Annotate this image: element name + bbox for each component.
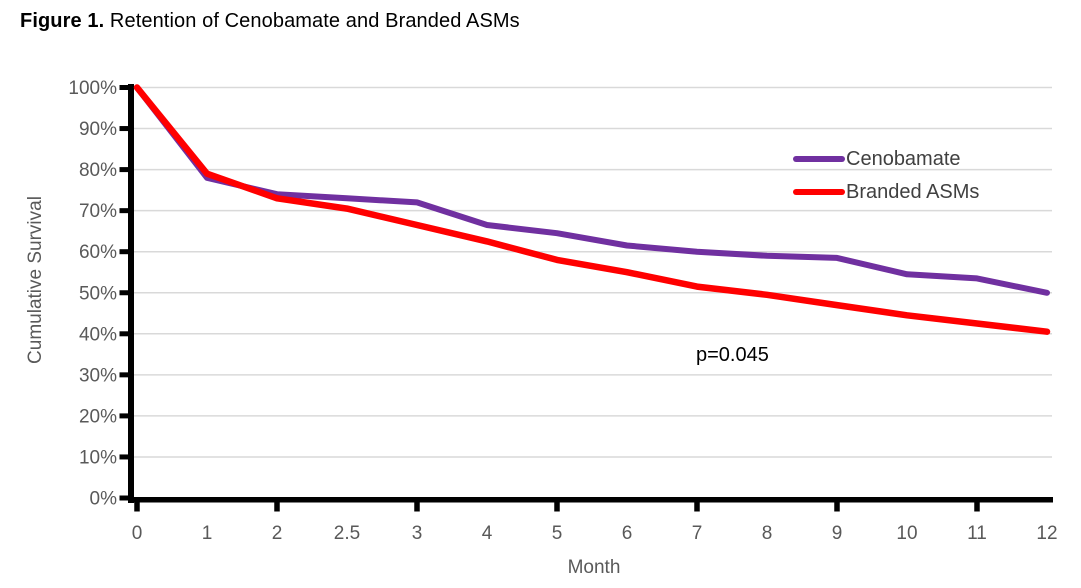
figure-title-text: Retention of Cenobamate and Branded ASMs (109, 10, 520, 32)
cenobamate-line-swatch (793, 156, 845, 162)
x-tick-label: 11 (967, 523, 987, 544)
y-tick-mark (119, 331, 128, 337)
x-tick-mark (974, 502, 980, 512)
x-tick-label: 7 (692, 523, 703, 544)
y-axis-line (128, 84, 134, 503)
y-tick-mark (119, 290, 128, 296)
chart-legend: Cenobamate Branded ASMs (793, 146, 979, 205)
legend-label-cenobamate: Cenobamate (846, 147, 961, 170)
x-tick-label: 0 (132, 523, 143, 544)
y-tick-mark (119, 167, 128, 173)
y-tick-label: 90% (79, 119, 117, 140)
x-tick-label: 5 (552, 523, 563, 544)
y-tick-mark (119, 126, 128, 132)
x-tick-label: 6 (622, 523, 633, 544)
y-tick-label: 20% (79, 406, 117, 427)
x-tick-label: 10 (896, 523, 917, 544)
x-axis-line (128, 497, 1053, 503)
x-tick-label: 1 (202, 523, 213, 544)
figure-title: Figure 1. Retention of Cenobamate and Br… (20, 10, 520, 33)
x-tick-mark (414, 502, 420, 512)
y-tick-mark (119, 85, 128, 90)
y-tick-mark (119, 208, 128, 214)
x-tick-label: 12 (1036, 523, 1057, 544)
y-tick-label: 60% (79, 242, 117, 263)
x-tick-label: 2.5 (334, 523, 360, 544)
y-tick-mark (119, 372, 128, 378)
x-tick-label: 8 (762, 523, 773, 544)
y-tick-label: 0% (90, 489, 118, 510)
series-line-cenobamate (134, 84, 1050, 296)
x-tick-mark (274, 502, 280, 512)
y-tick-mark (119, 495, 128, 501)
x-tick-label: 4 (482, 523, 493, 544)
y-tick-mark (119, 454, 128, 460)
x-axis-title: Month (568, 557, 621, 578)
y-tick-label: 50% (79, 283, 117, 304)
y-tick-mark (119, 249, 128, 255)
branded-asms-line-swatch (793, 189, 845, 195)
figure-title-prefix: Figure 1. (20, 10, 105, 32)
series-line-branded-asms (133, 84, 1051, 335)
x-tick-label: 2 (272, 523, 283, 544)
y-axis-title: Cumulative Survival (25, 196, 46, 364)
legend-item-branded-asms: Branded ASMs (793, 179, 979, 205)
y-tick-label: 70% (79, 201, 117, 222)
p-value-annotation: p=0.045 (696, 344, 769, 366)
y-tick-label: 80% (79, 160, 117, 181)
legend-label-branded-asms: Branded ASMs (846, 180, 980, 203)
x-tick-mark (694, 502, 700, 512)
x-tick-mark (554, 502, 560, 512)
legend-item-cenobamate: Cenobamate (793, 146, 979, 172)
y-tick-label: 40% (79, 324, 117, 345)
x-tick-label: 9 (832, 523, 843, 544)
y-tick-label: 30% (79, 365, 117, 386)
x-tick-mark (834, 502, 840, 512)
x-tick-mark (134, 502, 140, 512)
y-tick-mark (119, 413, 128, 419)
y-tick-label: 10% (79, 447, 117, 468)
x-tick-label: 3 (412, 523, 423, 544)
y-tick-label: 100% (68, 78, 117, 99)
